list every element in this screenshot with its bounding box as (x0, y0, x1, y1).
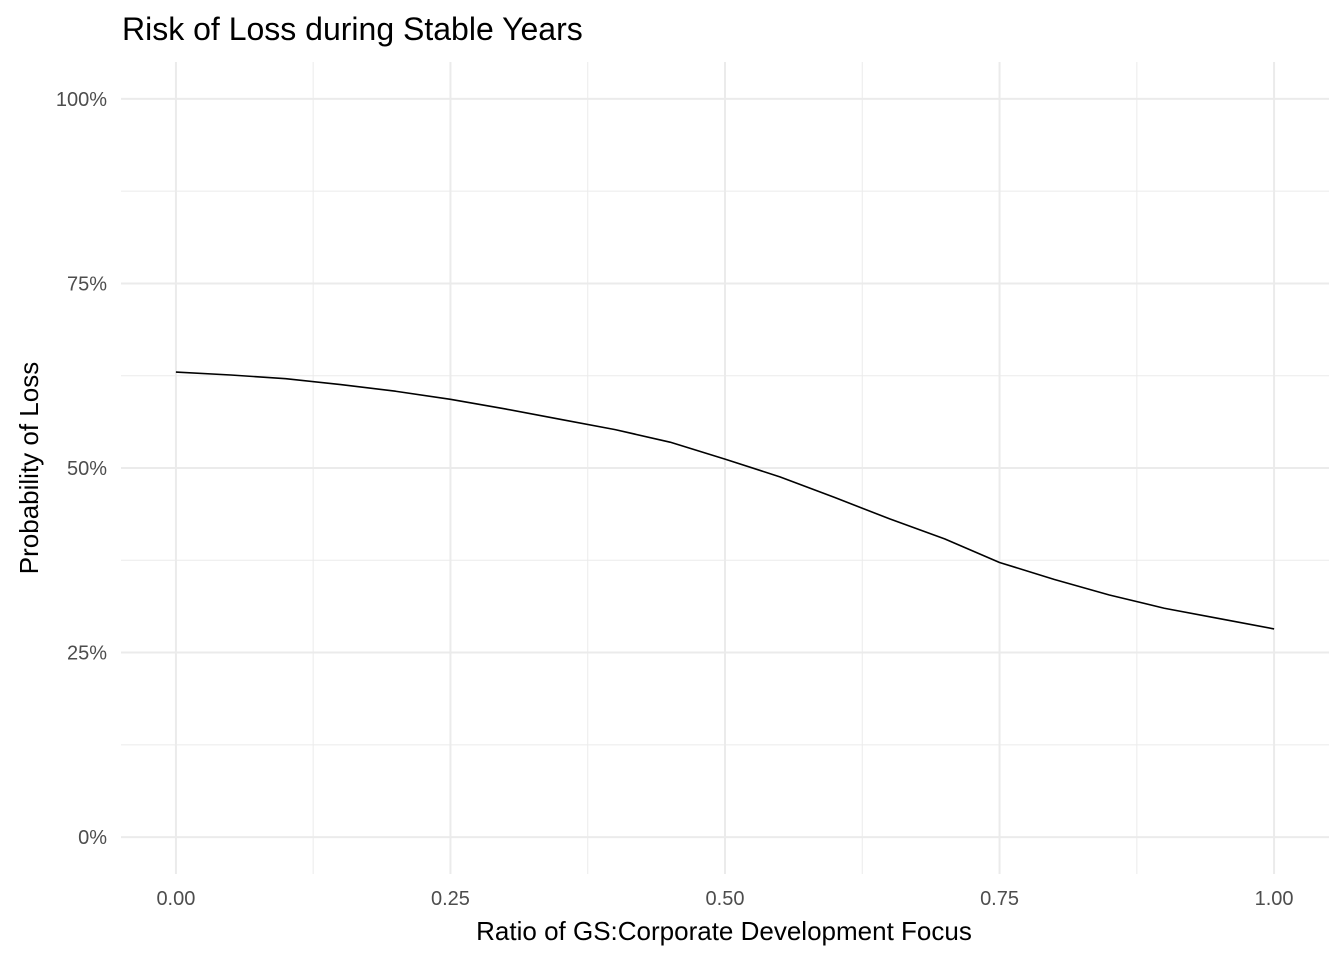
x-tick-label: 1.00 (1255, 888, 1294, 910)
x-tick-label: 0.25 (431, 888, 470, 910)
y-tick-label: 0% (78, 827, 107, 849)
grid (121, 62, 1329, 874)
y-tick-label: 75% (67, 273, 107, 295)
y-tick-label: 100% (56, 89, 107, 111)
x-tick-label: 0.50 (706, 888, 745, 910)
x-tick-label: 0.75 (980, 888, 1019, 910)
x-tick-label: 0.00 (156, 888, 195, 910)
y-axis-ticks: 0% 25% 50% 75% 100% (56, 89, 107, 849)
series-line (175, 371, 1275, 630)
chart-title: Risk of Loss during Stable Years (122, 11, 583, 47)
x-axis-title: Ratio of GS:Corporate Development Focus (476, 916, 972, 946)
plot-area (175, 371, 1275, 630)
x-axis-ticks: 0.00 0.25 0.50 0.75 1.00 (156, 888, 1293, 910)
y-axis-title: Probability of Loss (14, 362, 44, 574)
y-tick-label: 25% (67, 643, 107, 665)
y-tick-label: 50% (67, 458, 107, 480)
